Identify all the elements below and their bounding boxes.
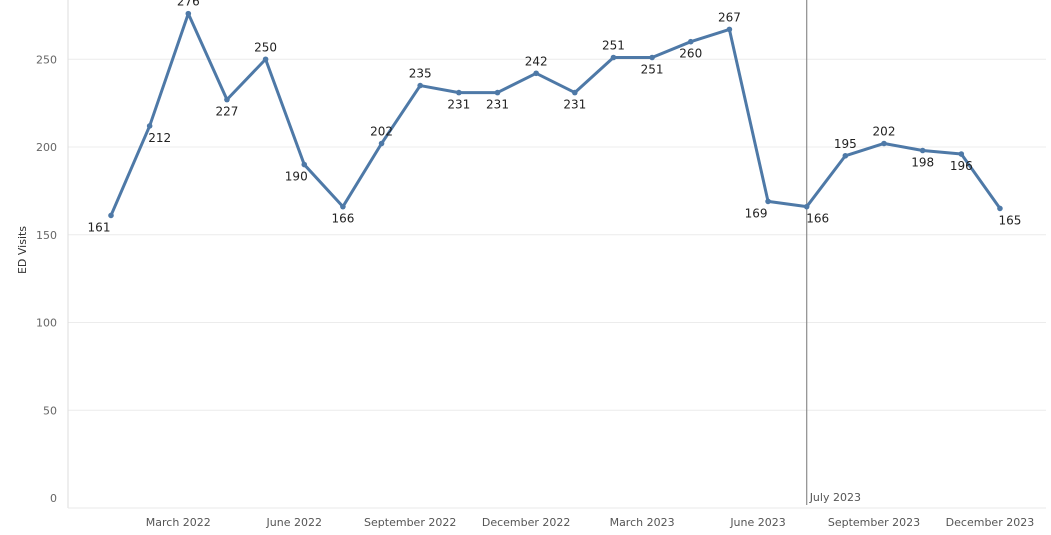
data-point: [456, 89, 462, 96]
data-point: [572, 89, 578, 96]
data-point: [378, 140, 385, 147]
x-tick-label: June 2022: [266, 516, 322, 529]
y-tick-label: 0: [50, 492, 57, 505]
data-point: [108, 212, 114, 219]
data-label: 250: [254, 40, 277, 54]
data-label: 161: [88, 220, 111, 234]
data-point: [262, 56, 269, 63]
data-point: [146, 123, 153, 129]
data-point: [958, 151, 965, 157]
y-tick-label: 200: [36, 141, 57, 154]
data-label: 242: [525, 54, 548, 68]
data-label: 166: [331, 212, 354, 226]
x-axis: March 2022 June 2022 September 2022 Decembe…: [146, 516, 1034, 529]
data-label: 231: [486, 98, 509, 112]
x-tick-label: March 2022: [146, 516, 211, 529]
data-point: [881, 140, 887, 147]
data-label: 196: [950, 159, 973, 173]
data-label: 231: [563, 98, 586, 112]
data-label: 169: [745, 206, 768, 220]
x-tick-label: December 2022: [482, 516, 571, 529]
data-point: [610, 54, 617, 61]
data-label: 267: [718, 10, 741, 24]
reference-line-group: July 2023: [806, 0, 861, 505]
y-axis: 0 50 100 150 200 250: [36, 0, 1046, 509]
data-point: [417, 82, 424, 89]
x-tick-label: June 2023: [729, 516, 785, 529]
data-point: [185, 10, 192, 17]
y-tick-label: 50: [43, 404, 57, 417]
data-labels: 161 212 276 227 250 190 166 202 235 231 231 242 231 2…: [88, 0, 1022, 234]
x-tick-label: September 2023: [828, 516, 920, 529]
data-label: 260: [679, 47, 702, 61]
data-label: 190: [285, 170, 308, 184]
reference-line-label: July 2023: [809, 491, 861, 504]
y-tick-label: 100: [36, 317, 57, 330]
data-label: 235: [409, 67, 432, 81]
data-label: 202: [370, 124, 393, 138]
data-point: [842, 152, 849, 159]
data-point: [997, 205, 1003, 212]
data-label: 195: [834, 137, 857, 151]
data-label: 198: [911, 156, 934, 170]
x-tick-label: December 2023: [946, 516, 1035, 529]
data-label: 212: [148, 131, 171, 145]
data-point: [765, 198, 771, 205]
data-point: [687, 38, 694, 45]
data-label: 251: [641, 62, 664, 76]
x-tick-label: March 2023: [610, 516, 675, 529]
series-ed-visits: [108, 10, 1003, 219]
data-point: [301, 161, 308, 168]
x-tick-label: September 2022: [364, 516, 456, 529]
data-point: [919, 147, 926, 154]
data-label: 202: [873, 124, 896, 138]
data-point: [494, 89, 501, 96]
data-label: 276: [177, 0, 200, 9]
data-label: 165: [998, 213, 1021, 227]
data-point: [340, 203, 346, 210]
y-axis-title: ED Visits: [16, 226, 29, 274]
data-label: 227: [215, 105, 238, 119]
data-label: 251: [602, 38, 625, 52]
data-label: 166: [806, 212, 829, 226]
data-label: 231: [447, 98, 470, 112]
data-point: [533, 70, 539, 77]
y-tick-label: 150: [36, 229, 57, 242]
y-tick-label: 250: [36, 53, 57, 66]
data-point: [803, 203, 810, 210]
gridlines: [68, 58, 1046, 411]
data-point: [649, 54, 655, 61]
data-point: [224, 96, 230, 103]
series-line: [109, 12, 1002, 217]
data-point: [726, 26, 733, 33]
